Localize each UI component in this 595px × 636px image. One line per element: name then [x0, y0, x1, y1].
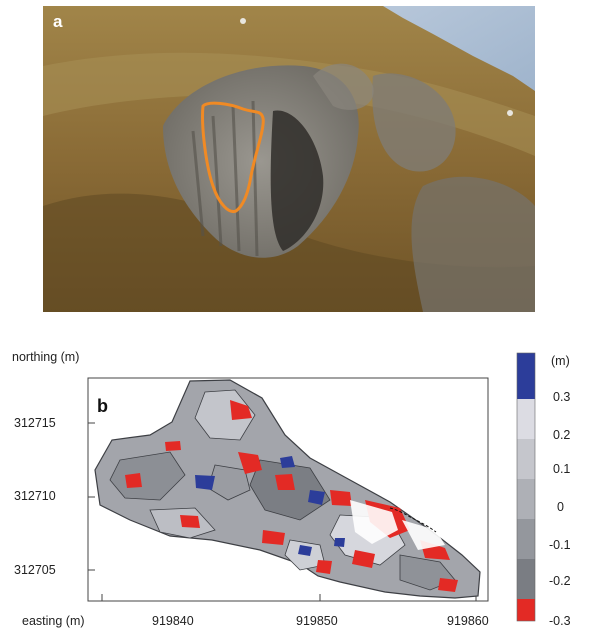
y-tick-label: 312715 — [14, 416, 56, 430]
colorbar-label: 0.1 — [553, 462, 570, 476]
y-tick-label: 312705 — [14, 563, 56, 577]
colorbar-swatch — [517, 599, 535, 621]
colorbar-swatch — [517, 519, 535, 559]
colorbar-label: 0.2 — [553, 428, 570, 442]
y-axis-label: northing (m) — [12, 350, 79, 364]
panel-a-label: a — [53, 12, 63, 31]
x-tick-label: 919850 — [296, 614, 338, 628]
contour-area — [94, 379, 481, 599]
colorbar-swatch — [517, 439, 535, 479]
colorbar-label: 0.3 — [553, 390, 570, 404]
outlined-area — [201, 101, 265, 213]
colorbar-label: -0.1 — [549, 538, 571, 552]
sky — [383, 6, 535, 91]
x-axis-label: easting (m) — [22, 614, 85, 628]
colorbar-label: -0.2 — [549, 574, 571, 588]
panel-b-label: b — [97, 396, 108, 416]
x-tick-label: 919840 — [152, 614, 194, 628]
colorbar-label: 0 — [557, 500, 564, 514]
hillside-photo — [43, 6, 535, 312]
colorbar-unit: (m) — [551, 354, 570, 368]
colorbar-swatch — [517, 353, 535, 399]
colorbar-swatch — [517, 559, 535, 599]
y-tick-label: 312710 — [14, 489, 56, 503]
colorbar-swatch — [517, 399, 535, 439]
difference-map: northing (m) 312715 312710 312705 eastin… — [12, 350, 571, 628]
x-tick-label: 919860 — [447, 614, 489, 628]
difference-map-panel: northing (m) 312715 312710 312705 eastin… — [0, 340, 595, 636]
colorbar-label: -0.3 — [549, 614, 571, 628]
colorbar-swatch — [517, 479, 535, 519]
photo-panel: a — [43, 6, 535, 312]
colorbar — [516, 352, 536, 622]
